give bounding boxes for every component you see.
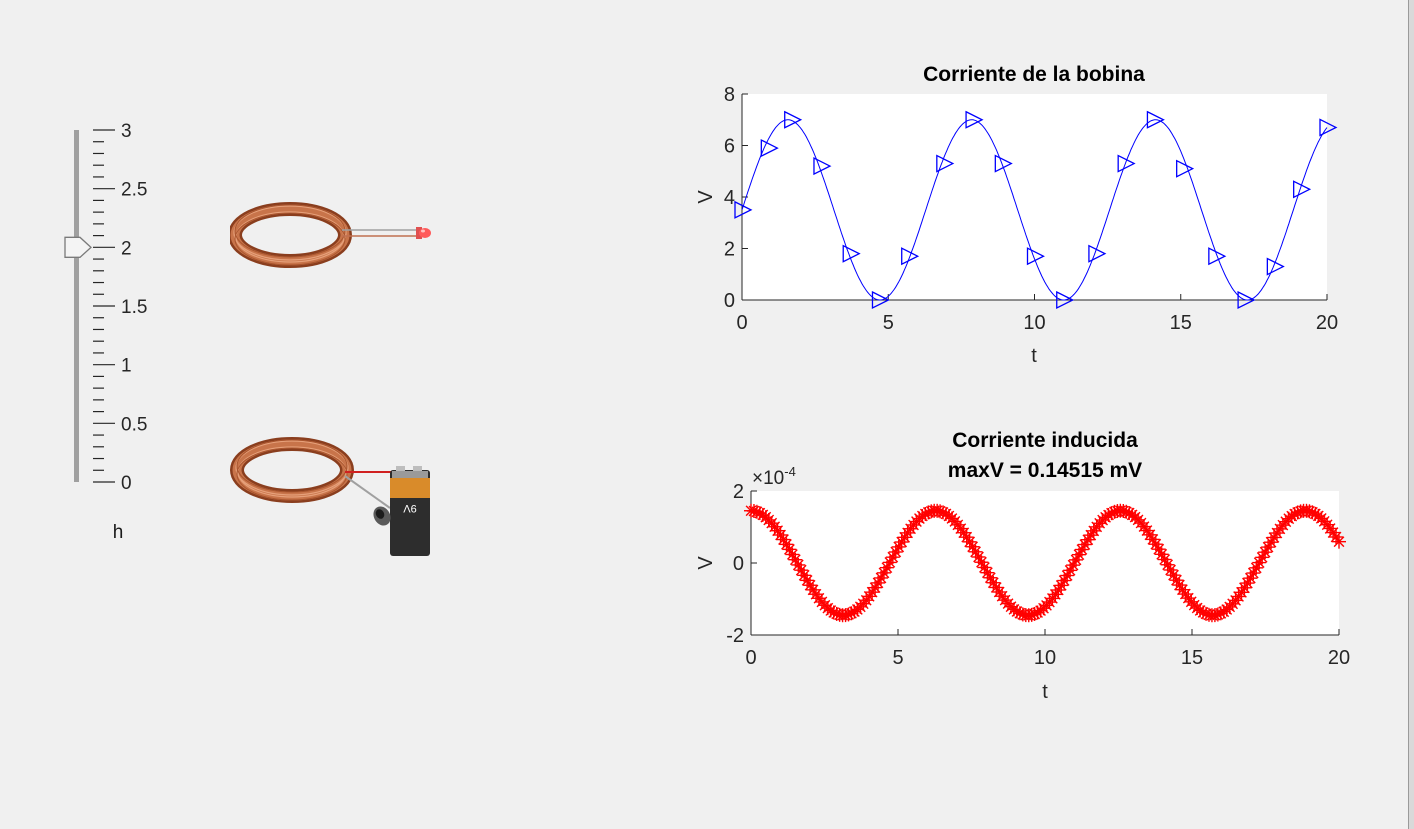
x-tick-label: 10 bbox=[1034, 647, 1056, 669]
x-tick-label: 20 bbox=[1316, 312, 1338, 334]
x-tick-label: 15 bbox=[1170, 312, 1192, 334]
y-tick-label: 0 bbox=[733, 553, 744, 575]
plot2-subtitle: maxV = 0.14515 mV bbox=[948, 459, 1142, 482]
plot1-line bbox=[741, 119, 1328, 301]
slider-tick-label: 3 bbox=[121, 121, 132, 142]
plot1-point bbox=[871, 290, 890, 310]
plot2-point bbox=[956, 525, 971, 540]
plot2-exponent: ×10-4 bbox=[752, 464, 796, 489]
plot2-markers bbox=[744, 503, 1346, 623]
plot2-point bbox=[1258, 545, 1273, 560]
plot1-point bbox=[1026, 247, 1045, 266]
led-icon bbox=[416, 227, 431, 239]
plot1-point bbox=[734, 200, 753, 219]
slider-tick-labels: 0 0.5 1 1.5 2 2.5 3 bbox=[121, 121, 147, 494]
battery-icon: 9V bbox=[390, 466, 430, 556]
plot1-ylabel: V bbox=[695, 190, 717, 204]
slider-thumb[interactable] bbox=[64, 236, 92, 258]
plot1-point bbox=[1146, 110, 1165, 129]
plot1-point bbox=[842, 244, 861, 263]
slider-tick-label: 0.5 bbox=[121, 414, 147, 435]
plot2-xlabel: t bbox=[1042, 681, 1048, 703]
plot1-point bbox=[813, 157, 832, 176]
plot1-point bbox=[936, 154, 955, 173]
y-tick-label: 8 bbox=[724, 84, 735, 106]
plot2-point bbox=[1074, 542, 1089, 557]
slider-tick-label: 2 bbox=[121, 238, 132, 259]
plot1-point bbox=[1117, 154, 1136, 173]
x-tick-label: 5 bbox=[883, 312, 894, 334]
slider-ticks bbox=[93, 129, 115, 483]
plot1-point bbox=[784, 110, 803, 129]
slider-tick-label: 1 bbox=[121, 356, 132, 377]
plot2-ticks bbox=[750, 490, 1340, 636]
y-tick-label: -2 bbox=[726, 625, 744, 647]
plot1-point bbox=[1293, 180, 1312, 199]
x-tick-label: 0 bbox=[736, 312, 747, 334]
plot2-tick-labels: 0 5 10 15 20-202 bbox=[726, 481, 1350, 669]
y-tick-label: 0 bbox=[724, 290, 735, 312]
plot1-axes-background bbox=[742, 94, 1327, 300]
plot2-point bbox=[1249, 560, 1264, 575]
slider-label-h: h bbox=[113, 522, 124, 543]
x-tick-label: 10 bbox=[1023, 312, 1045, 334]
plot1-point bbox=[1237, 290, 1256, 310]
y-tick-label: 6 bbox=[724, 136, 735, 158]
plot1-point bbox=[1266, 257, 1285, 276]
plot1-ticks bbox=[741, 93, 1328, 301]
plot2-point bbox=[1060, 568, 1075, 583]
slider-track[interactable] bbox=[74, 130, 79, 482]
window-right-border bbox=[1408, 0, 1414, 829]
plot1-tick-labels: 0 5 10 15 20 0 2 4 6 8 bbox=[724, 84, 1338, 334]
plot1-point bbox=[965, 110, 984, 129]
plot1-point bbox=[1176, 159, 1195, 178]
slider-tick-label: 1.5 bbox=[121, 297, 147, 318]
plot1-point bbox=[1319, 118, 1338, 137]
copper-coil bbox=[230, 437, 354, 503]
plot1-point bbox=[901, 247, 920, 266]
x-tick-label: 20 bbox=[1328, 647, 1350, 669]
plot1-point bbox=[1208, 247, 1227, 266]
x-tick-label: 5 bbox=[892, 647, 903, 669]
coil-with-battery-image: 9V bbox=[230, 437, 430, 556]
plot1-point bbox=[994, 154, 1013, 173]
height-slider[interactable]: 0 0.5 1 1.5 2 2.5 3 h bbox=[40, 110, 180, 560]
copper-coil bbox=[230, 202, 352, 268]
plot2-title: Corriente inducida bbox=[952, 429, 1138, 452]
slider-tick-label: 2.5 bbox=[121, 180, 147, 201]
plot2-point bbox=[779, 537, 794, 552]
y-tick-label: 2 bbox=[724, 239, 735, 261]
plot1-point bbox=[1088, 244, 1107, 263]
plot-corriente-inducida: 0 5 10 15 20-202 Corriente inducida maxV = 0… bbox=[695, 429, 1350, 703]
y-tick-label: 2 bbox=[733, 481, 744, 503]
battery-label: 9V bbox=[403, 502, 417, 514]
plot-corriente-bobina: 0 5 10 15 20 0 2 4 6 8 Corriente de la bobina t V bbox=[695, 63, 1338, 367]
plot1-markers bbox=[734, 110, 1338, 310]
slider-tick-label: 0 bbox=[121, 473, 132, 494]
plot2-point bbox=[1264, 535, 1279, 550]
clip-icon bbox=[373, 506, 391, 526]
plot1-xlabel: t bbox=[1031, 345, 1037, 367]
coil-with-led-image bbox=[230, 202, 431, 268]
y-tick-label: 4 bbox=[724, 187, 735, 209]
plot1-point bbox=[760, 139, 779, 158]
plot2-ylabel: V bbox=[695, 556, 717, 570]
plot2-point bbox=[1332, 534, 1346, 549]
x-tick-label: 15 bbox=[1181, 647, 1203, 669]
x-tick-label: 0 bbox=[745, 647, 756, 669]
plot1-title: Corriente de la bobina bbox=[923, 63, 1145, 86]
plot1-point bbox=[1056, 290, 1075, 310]
